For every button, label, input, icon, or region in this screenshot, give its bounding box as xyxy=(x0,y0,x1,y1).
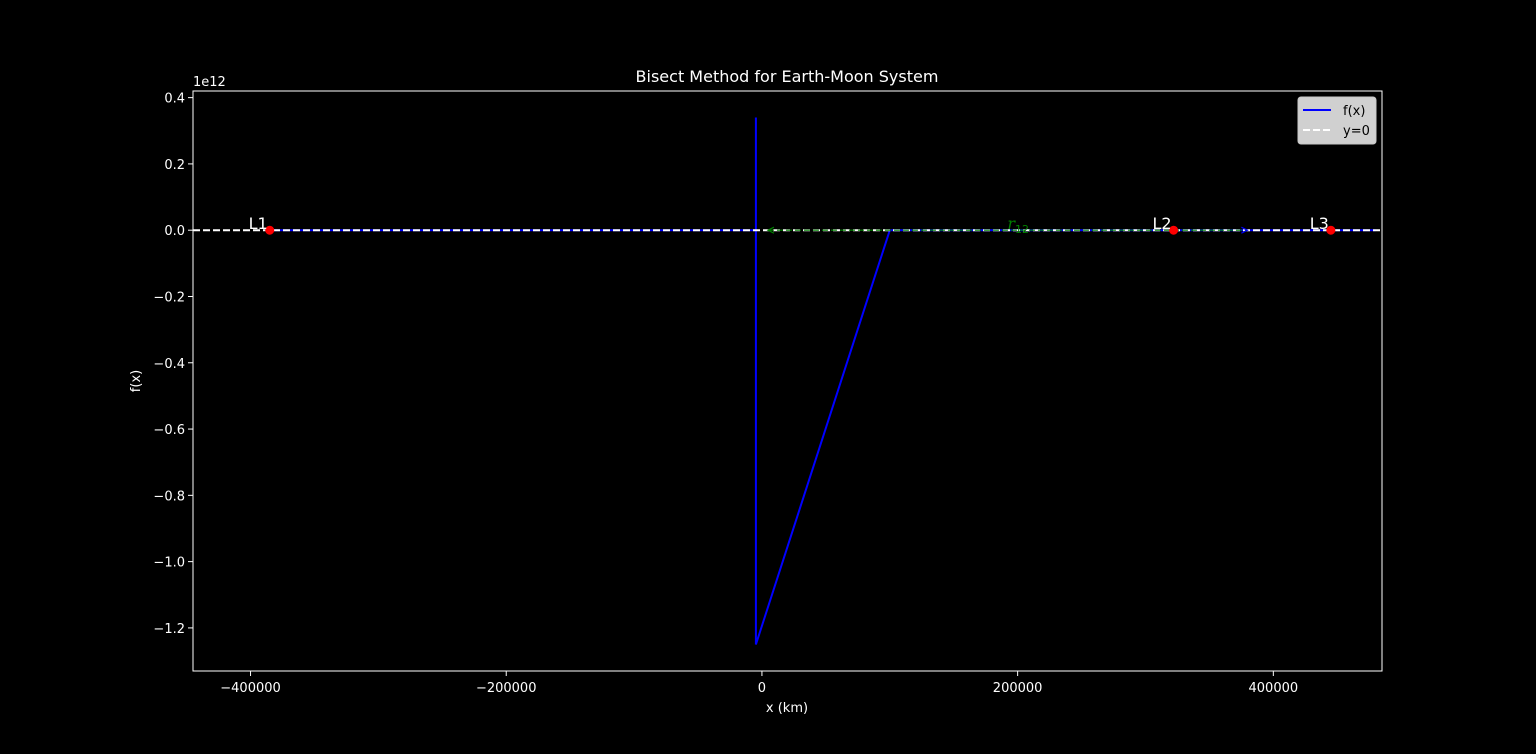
y-tick-label: 0.2 xyxy=(164,158,185,173)
y-tick-label: 0.0 xyxy=(164,224,185,239)
point-label-l1: L1 xyxy=(249,214,268,233)
x-tick-label: −400000 xyxy=(220,681,281,696)
y-tick-label: −1.2 xyxy=(153,622,185,637)
y-axis-title: f(x) xyxy=(129,370,144,392)
legend-label: y=0 xyxy=(1343,124,1370,139)
y-tick-label: −0.4 xyxy=(153,357,185,372)
y-tick-label: −0.2 xyxy=(153,290,185,305)
x-axis: −400000 −200000 0 200000 400000 xyxy=(220,671,1298,696)
r12-label-sub: 12 xyxy=(1015,223,1029,236)
legend-box xyxy=(1297,96,1377,145)
legend: f(x) y=0 xyxy=(1297,96,1377,145)
r12-arrowhead-left xyxy=(766,226,775,234)
x-tick-label: −200000 xyxy=(476,681,537,696)
chart-title: Bisect Method for Earth-Moon System xyxy=(636,67,939,86)
point-l1 xyxy=(265,225,275,235)
x-tick-label: 200000 xyxy=(993,681,1043,696)
y-tick-label: 0.4 xyxy=(164,92,185,107)
y-tick-label: −0.6 xyxy=(153,423,185,438)
y-tick-label: −1.0 xyxy=(153,556,185,571)
x-tick-label: 0 xyxy=(758,681,766,696)
r12-label: r12 xyxy=(1007,214,1029,236)
point-label-l2: L2 xyxy=(1153,214,1172,233)
plot-area: r12 L1 L2 L3 xyxy=(193,117,1382,645)
point-label-l3: L3 xyxy=(1310,214,1329,233)
r12-label-main: r xyxy=(1007,214,1016,233)
plot-series-group xyxy=(193,117,1382,645)
point-l2 xyxy=(1169,225,1179,235)
y-axis: 0.4 0.2 0.0 −0.2 −0.4 −0.6 −0.8 −1.0 −1.2 xyxy=(153,92,193,637)
point-l3 xyxy=(1326,225,1336,235)
plot-frame xyxy=(192,90,1383,672)
x-tick-label: 400000 xyxy=(1249,681,1299,696)
legend-label: f(x) xyxy=(1343,104,1365,119)
y-tick-label: −0.8 xyxy=(153,489,185,504)
r12-arrowhead-right xyxy=(1241,226,1249,234)
y-axis-offset-label: 1e12 xyxy=(193,75,226,90)
x-axis-title: x (km) xyxy=(766,701,808,716)
